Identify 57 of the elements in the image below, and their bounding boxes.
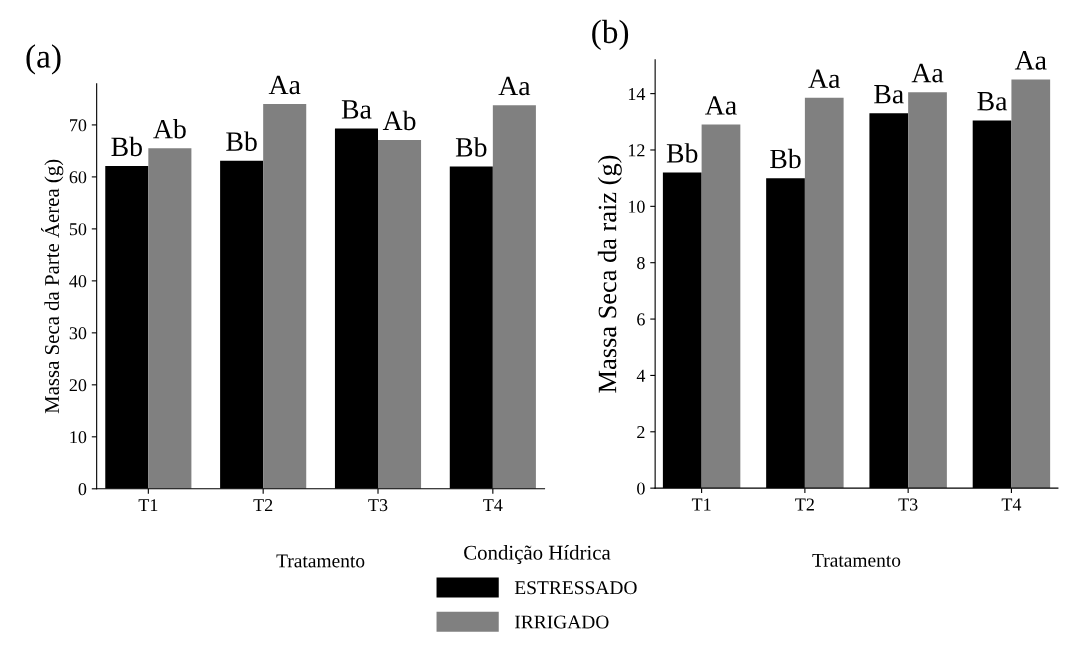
legend-label: IRRIGADO: [515, 615, 609, 629]
data-label: Bb: [455, 137, 487, 157]
legend-label: ESTRESSADO: [514, 581, 637, 595]
data-label: Bb: [111, 136, 142, 157]
data-label: Bb: [770, 148, 801, 169]
x-tick-label: T4: [483, 499, 503, 512]
data-label: Aa: [705, 96, 737, 115]
y-tick-label: 50: [69, 223, 87, 236]
x-tick-label: T1: [138, 499, 158, 512]
y-tick-label: 14: [628, 87, 646, 100]
y-tick-label: 12: [628, 144, 645, 157]
data-label: Ba: [341, 100, 372, 119]
y-axis-title: Massa Seca da raiz (g): [597, 155, 622, 393]
y-axis-title: Massa Seca da Parte Áerea (g): [41, 159, 64, 414]
y-tick-label: 4: [636, 369, 646, 382]
y-tick-label: 40: [69, 275, 87, 288]
bar: [263, 104, 307, 489]
data-label: Bb: [666, 143, 698, 163]
legend-title: Condição Hídrica: [464, 545, 611, 564]
y-tick-label: 60: [69, 171, 87, 184]
y-tick-label: 8: [637, 256, 645, 270]
x-tick-label: T4: [1001, 498, 1022, 511]
data-label: Aa: [911, 63, 944, 83]
bar: [804, 97, 844, 489]
x-tick-label: T1: [691, 498, 711, 511]
x-axis-title: Tratamento: [276, 554, 365, 568]
bar: [1011, 79, 1051, 489]
y-tick-label: 10: [628, 200, 645, 213]
data-label: Aa: [498, 76, 531, 96]
y-tick-label: 2: [637, 426, 645, 439]
data-label: Aa: [268, 75, 301, 95]
bar: [492, 105, 536, 489]
data-label: Ab: [382, 110, 416, 131]
y-tick-label: 6: [637, 313, 645, 326]
data-label: Aa: [1014, 51, 1047, 70]
y-tick-label: 30: [69, 327, 87, 340]
bar: [701, 124, 741, 489]
data-label: Aa: [808, 69, 841, 89]
data-label: Ba: [874, 85, 904, 104]
y-tick-label: 70: [70, 119, 87, 132]
x-tick-label: T3: [368, 499, 388, 512]
x-tick-label: T3: [898, 498, 918, 511]
x-tick-label: T2: [795, 498, 814, 511]
y-tick-label: 0: [637, 482, 645, 495]
y-tick-label: 20: [69, 379, 87, 392]
data-label: Ab: [153, 118, 186, 139]
chart-title: (b): [592, 19, 629, 50]
bar: [908, 92, 947, 489]
y-tick-label: 10: [70, 431, 87, 444]
x-tick-label: T2: [253, 499, 273, 512]
data-label: Bb: [226, 131, 257, 151]
chart-title: (a): [26, 44, 61, 75]
y-tick-label: 0: [78, 483, 87, 496]
bar: [378, 139, 422, 489]
data-label: Ba: [977, 92, 1008, 111]
bar: [148, 148, 192, 489]
x-axis-title: Tratamento: [812, 553, 901, 567]
